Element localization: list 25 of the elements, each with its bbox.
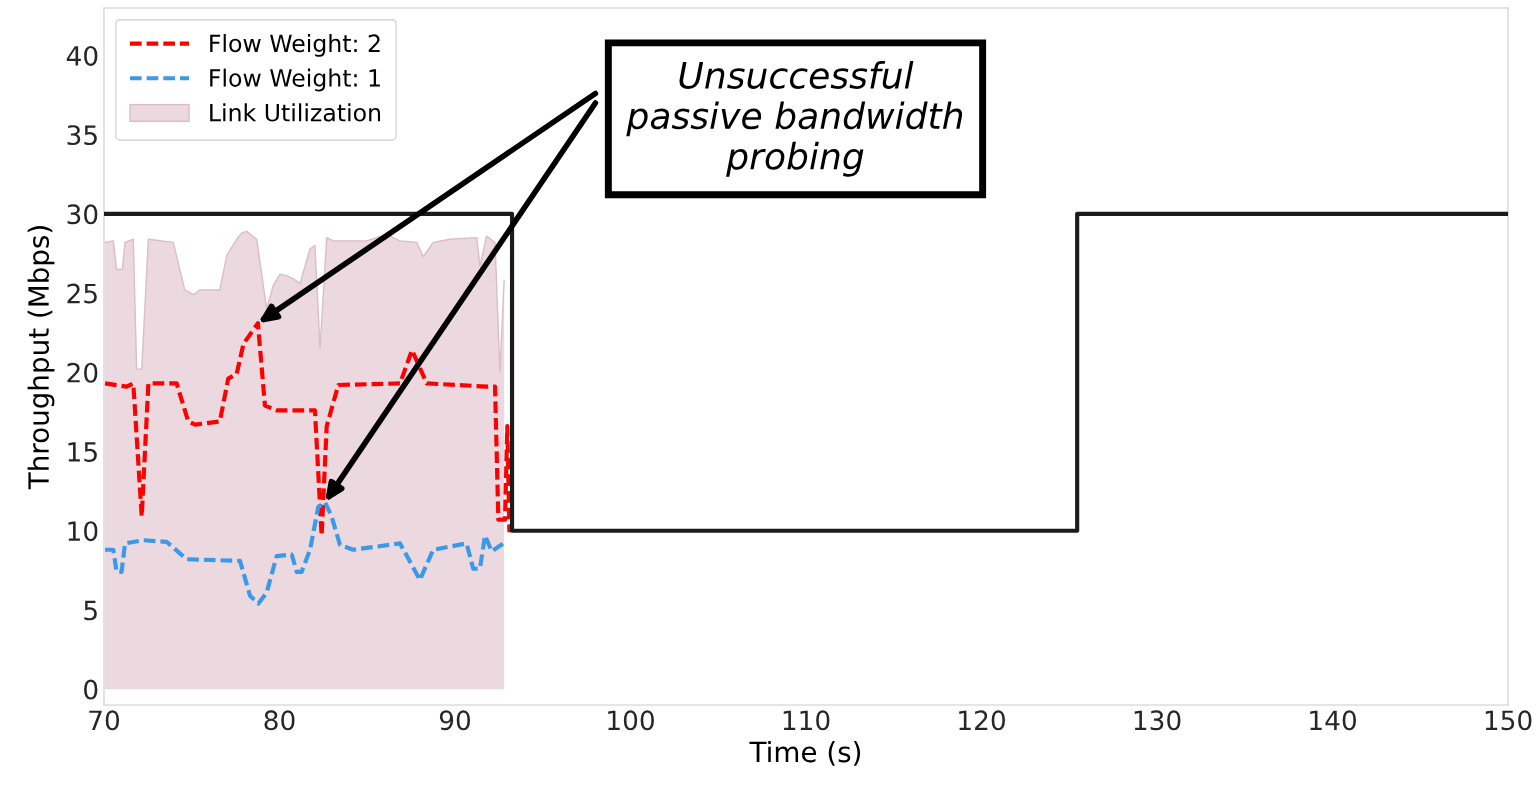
y-tick-label: 25 (67, 283, 97, 304)
y-tick-label: 10 (68, 521, 98, 542)
x-tick-label: 130 (1134, 710, 1181, 731)
x-tick-label: 150 (1485, 710, 1532, 731)
y-tick-label: 40 (66, 45, 98, 66)
x-tick-label: 100 (608, 710, 654, 731)
x-tick-label: 70 (89, 710, 120, 731)
x-tick-label: 110 (783, 710, 830, 731)
legend-label: Link Utilization (210, 103, 381, 122)
y-tick-label: 15 (68, 442, 97, 462)
x-tick-label: 90 (439, 710, 471, 731)
legend-label: Flow Weight: 2 (210, 33, 380, 57)
y-tick-label: 20 (67, 362, 98, 383)
x-axis-title: Time (s) (749, 740, 861, 766)
line-series (103, 500, 506, 606)
y-axis-title: Throughput (Mbps) (27, 226, 55, 490)
x-tick-label: 120 (959, 710, 1005, 731)
y-tick-label: 5 (84, 600, 97, 621)
y-tick-label: 35 (67, 125, 97, 146)
x-tick-label: 140 (1310, 710, 1356, 731)
y-tick-label: 0 (84, 679, 98, 700)
legend-label: Flow Weight: 1 (210, 68, 380, 92)
y-tick-label: 30 (67, 204, 98, 225)
x-tick-label: 80 (264, 710, 295, 731)
annotation: Unsuccessful passive bandwidth probing (626, 60, 963, 177)
